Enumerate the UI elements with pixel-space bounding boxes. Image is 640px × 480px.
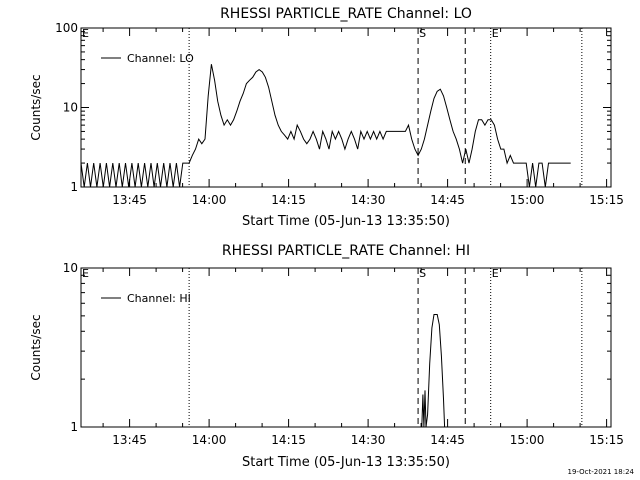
x-tick-label: 14:15 <box>271 433 306 447</box>
x-tick-label: 15:15 <box>589 193 624 207</box>
x-tick-label: 14:15 <box>271 193 306 207</box>
event-marker-label: E <box>492 27 499 40</box>
x-tick-label: 15:15 <box>589 433 624 447</box>
timestamp-label: 19-Oct-2021 18:24 <box>567 468 634 476</box>
x-tick-label: 14:45 <box>430 193 465 207</box>
x-tick-label: 14:30 <box>351 433 386 447</box>
x-tick-label: 13:45 <box>112 433 147 447</box>
x-tick-label: 15:00 <box>510 433 545 447</box>
x-axis-label: Start Time (05-Jun-13 13:35:50) <box>242 214 450 229</box>
x-tick-label: 14:00 <box>192 193 227 207</box>
chart-title: RHESSI PARTICLE_RATE Channel: LO <box>220 6 472 22</box>
y-tick-label: 1 <box>70 420 78 434</box>
y-tick-label: 10 <box>63 261 78 275</box>
y-tick-label: 1 <box>70 180 78 194</box>
series-line <box>421 314 446 428</box>
y-axis-label: Counts/sec <box>29 74 43 140</box>
x-tick-label: 13:45 <box>112 193 147 207</box>
legend-label: Channel: HI <box>127 292 191 305</box>
y-tick-label: 10 <box>63 101 78 115</box>
event-marker-label: S <box>419 267 426 280</box>
plot-frame <box>80 267 612 428</box>
event-marker-label: E <box>82 267 89 280</box>
event-marker-label: E <box>82 27 89 40</box>
x-tick-label: 14:45 <box>430 433 465 447</box>
x-tick-label: 14:30 <box>351 193 386 207</box>
event-marker-label: E <box>492 267 499 280</box>
x-tick-label: 15:00 <box>510 193 545 207</box>
y-tick-label: 100 <box>55 21 78 35</box>
chart-title: RHESSI PARTICLE_RATE Channel: HI <box>222 243 470 259</box>
chart-panel-hi: RHESSI PARTICLE_RATE Channel: HI 1 10 Count… <box>29 243 624 470</box>
x-axis-label: Start Time (05-Jun-13 13:35:50) <box>242 455 450 470</box>
event-marker-label: S <box>419 27 426 40</box>
series-line <box>80 64 571 188</box>
legend-label: Channel: LO <box>127 52 194 65</box>
chart-panel-lo: RHESSI PARTICLE_RATE Channel: LO 1 10 100 Co… <box>29 6 624 229</box>
x-tick-label: 14:00 <box>192 433 227 447</box>
y-axis-label: Counts/sec <box>29 314 43 380</box>
